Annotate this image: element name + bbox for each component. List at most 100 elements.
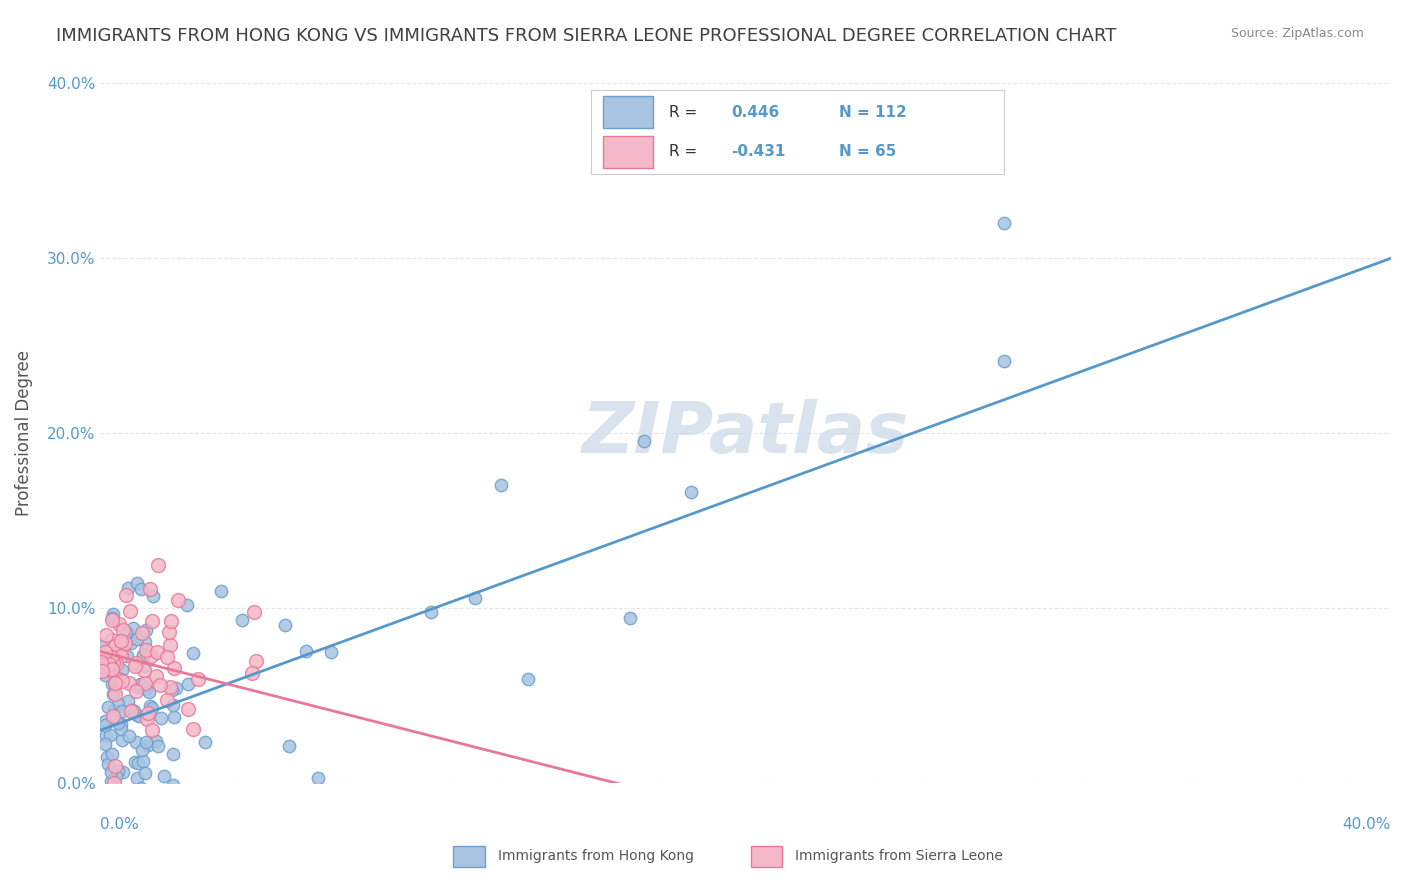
Point xyxy=(159,680,181,694)
Point xyxy=(110,633,132,648)
Point xyxy=(152,769,174,783)
Point xyxy=(111,704,134,718)
Point xyxy=(132,648,155,663)
Point xyxy=(139,648,162,663)
Point xyxy=(104,758,127,772)
Point xyxy=(101,633,124,648)
Point xyxy=(101,784,124,798)
Point xyxy=(120,842,142,856)
Text: IMMIGRANTS FROM HONG KONG VS IMMIGRANTS FROM SIERRA LEONE PROFESSIONAL DEGREE CO: IMMIGRANTS FROM HONG KONG VS IMMIGRANTS … xyxy=(56,27,1116,45)
Point xyxy=(98,657,121,671)
Point xyxy=(146,558,169,572)
Point xyxy=(115,648,138,663)
Point xyxy=(94,660,117,674)
Point xyxy=(273,618,295,632)
Point xyxy=(114,838,136,853)
Point xyxy=(156,693,179,707)
Point xyxy=(115,588,138,602)
Point xyxy=(125,576,148,591)
Point xyxy=(101,687,124,701)
Point xyxy=(124,658,146,673)
Point xyxy=(127,771,149,785)
Point xyxy=(134,635,156,649)
Point xyxy=(231,613,253,627)
Point xyxy=(145,669,167,683)
Point xyxy=(105,657,128,671)
Point xyxy=(993,216,1015,230)
Point xyxy=(160,614,183,628)
Point xyxy=(101,676,124,690)
Point xyxy=(136,738,159,752)
Point xyxy=(139,582,162,597)
Point xyxy=(93,819,115,833)
Point xyxy=(101,611,124,625)
Point xyxy=(149,678,172,692)
Point xyxy=(209,584,232,599)
Point xyxy=(91,650,114,665)
Point xyxy=(128,709,150,723)
Point xyxy=(162,778,184,792)
Point xyxy=(135,623,157,637)
Point xyxy=(107,811,129,825)
Point xyxy=(162,698,184,712)
Point xyxy=(100,765,122,780)
Point xyxy=(132,664,155,678)
Point xyxy=(115,625,138,640)
Point xyxy=(167,593,190,607)
Point xyxy=(110,649,132,664)
Point xyxy=(101,664,124,678)
Point xyxy=(110,723,132,737)
Point xyxy=(107,697,129,711)
Point xyxy=(619,610,641,624)
Point xyxy=(160,683,183,698)
Point xyxy=(111,663,134,677)
Point xyxy=(127,708,149,723)
Point xyxy=(245,654,267,668)
Point xyxy=(98,728,121,742)
Point xyxy=(464,591,486,605)
Point xyxy=(110,672,132,686)
Point xyxy=(139,699,162,714)
Point xyxy=(136,706,159,721)
Point xyxy=(177,701,200,715)
Point xyxy=(118,729,141,743)
Point xyxy=(101,662,124,676)
Point xyxy=(107,716,129,731)
Point xyxy=(177,677,200,691)
Point xyxy=(141,614,163,628)
Point xyxy=(489,478,512,492)
Point xyxy=(129,582,152,597)
Point xyxy=(135,735,157,749)
Point xyxy=(118,676,141,690)
Point xyxy=(125,656,148,670)
Point xyxy=(91,640,114,654)
Point xyxy=(145,734,167,748)
Point xyxy=(633,434,655,448)
Point xyxy=(149,711,172,725)
Point xyxy=(103,806,125,821)
Point xyxy=(122,621,145,635)
Text: 40.0%: 40.0% xyxy=(1343,817,1391,832)
Point xyxy=(94,668,117,682)
Point xyxy=(107,672,129,686)
Point xyxy=(120,816,142,830)
Point xyxy=(134,658,156,673)
Point xyxy=(103,676,125,690)
Point xyxy=(114,636,136,650)
Point xyxy=(516,673,538,687)
Point xyxy=(127,756,149,771)
Point xyxy=(176,598,198,612)
Point xyxy=(97,662,120,676)
Point xyxy=(104,639,127,653)
Point xyxy=(134,676,156,690)
Point xyxy=(100,747,122,761)
Y-axis label: Professional Degree: Professional Degree xyxy=(15,350,32,516)
Point xyxy=(122,704,145,718)
Point xyxy=(156,650,179,665)
Point xyxy=(120,705,142,719)
Point xyxy=(319,645,342,659)
Point xyxy=(121,703,143,717)
Point xyxy=(278,739,301,753)
Point xyxy=(118,604,141,618)
Point xyxy=(93,717,115,731)
